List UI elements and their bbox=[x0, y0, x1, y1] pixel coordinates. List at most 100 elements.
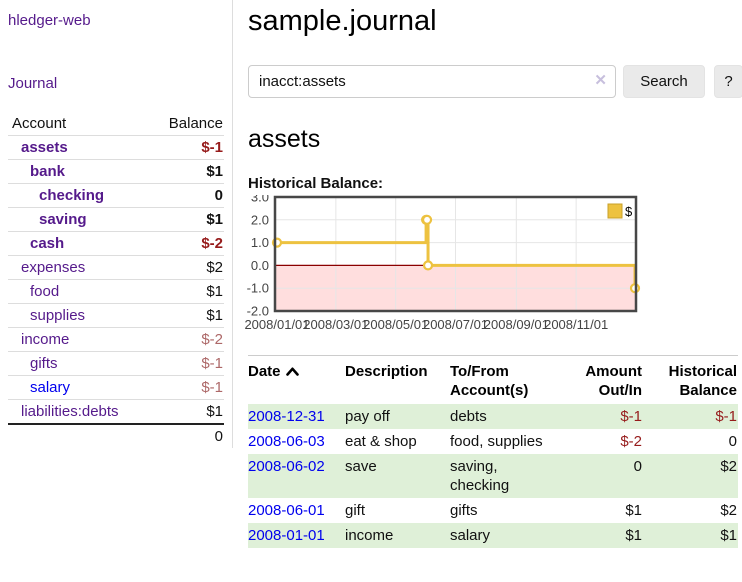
data-point bbox=[421, 214, 433, 225]
account-title: assets bbox=[248, 125, 321, 153]
accounts-col-account: Account bbox=[12, 115, 67, 132]
account-link-food[interactable]: food bbox=[30, 283, 60, 300]
transaction-balance: $1 bbox=[720, 527, 737, 544]
transaction-amount: $1 bbox=[625, 502, 642, 519]
transaction-date-cell: 2008-06-01 bbox=[248, 498, 345, 523]
y-tick-label: -2.0 bbox=[247, 304, 269, 319]
account-row: liabilities:debts $1 bbox=[8, 399, 224, 425]
account-row: cash $-2 bbox=[8, 231, 224, 256]
transaction-accounts: debts bbox=[450, 408, 487, 425]
sidebar: hledger-web Journal Account Balance asse… bbox=[0, 0, 233, 448]
transaction-date-link[interactable]: 2008-06-01 bbox=[248, 502, 325, 519]
transaction-accounts: gifts bbox=[450, 502, 478, 519]
account-row: gifts $-1 bbox=[8, 351, 224, 376]
main-content: sample.journal ✕ Search ? assets Histori… bbox=[233, 0, 742, 548]
account-row: checking 0 bbox=[8, 183, 224, 208]
register-col-amount: Amount Out/In bbox=[585, 363, 642, 399]
register-row: 2008-12-31 pay off debts $-1 $-1 bbox=[248, 404, 738, 429]
transaction-date-link[interactable]: 2008-01-01 bbox=[248, 527, 325, 544]
transaction-accounts: food, supplies bbox=[450, 433, 543, 450]
transaction-description: gift bbox=[345, 502, 366, 519]
y-tick-label: 0.0 bbox=[251, 258, 269, 273]
y-tick-label: 1.0 bbox=[251, 235, 269, 250]
transaction-amount: $-1 bbox=[620, 408, 642, 425]
account-row: assets $-1 bbox=[8, 135, 224, 160]
account-link-liabilities-debts[interactable]: liabilities:debts bbox=[21, 403, 119, 420]
account-link-assets[interactable]: assets bbox=[21, 139, 68, 156]
transaction-amount: $1 bbox=[625, 527, 642, 544]
account-link-income[interactable]: income bbox=[21, 331, 70, 348]
account-row: saving $1 bbox=[8, 207, 224, 232]
account-link-gifts[interactable]: gifts bbox=[30, 355, 58, 372]
account-row: food $1 bbox=[8, 279, 224, 304]
x-tick-label: 2008/09/01 bbox=[484, 317, 549, 332]
sort-ascending-icon bbox=[285, 367, 299, 376]
transaction-date-link[interactable]: 2008-06-03 bbox=[248, 433, 325, 450]
account-balance: $1 bbox=[206, 163, 223, 180]
search-field-wrap: ✕ bbox=[248, 65, 616, 98]
account-row: supplies $1 bbox=[8, 303, 224, 328]
transaction-description: income bbox=[345, 527, 394, 544]
help-button[interactable]: ? bbox=[714, 65, 742, 98]
account-balance: $-1 bbox=[201, 355, 223, 372]
account-balance: $-1 bbox=[201, 139, 223, 156]
account-link-supplies[interactable]: supplies bbox=[30, 307, 86, 324]
transaction-date-cell: 2008-12-31 bbox=[248, 404, 345, 429]
x-tick-label: 2008/05/01 bbox=[363, 317, 428, 332]
account-link-salary[interactable]: salary bbox=[30, 379, 71, 396]
data-point bbox=[422, 260, 434, 271]
account-balance: $-1 bbox=[201, 379, 223, 396]
account-link-expenses[interactable]: expenses bbox=[21, 259, 86, 276]
x-tick-label: 2008/11/01 bbox=[544, 317, 608, 332]
transaction-amount: 0 bbox=[633, 458, 642, 475]
transaction-description: pay off bbox=[345, 408, 390, 425]
register-table: Date Description To/From Account(s) Amou… bbox=[248, 355, 738, 548]
account-link-saving[interactable]: saving bbox=[39, 211, 87, 228]
account-balance: $-2 bbox=[201, 331, 223, 348]
transaction-amount: $-2 bbox=[620, 433, 642, 450]
transaction-accounts: salary bbox=[450, 527, 491, 544]
search-button[interactable]: Search bbox=[623, 65, 705, 98]
sidebar-item-journal[interactable]: Journal bbox=[8, 75, 58, 92]
account-link-cash[interactable]: cash bbox=[30, 235, 65, 252]
account-row: income $-2 bbox=[8, 327, 224, 352]
brand-link[interactable]: hledger-web bbox=[8, 12, 91, 29]
y-tick-label: 3.0 bbox=[251, 195, 269, 205]
x-tick-label: 2008/03/01 bbox=[303, 317, 368, 332]
register-col-date[interactable]: Date bbox=[248, 356, 345, 405]
page-title: sample.journal bbox=[248, 5, 437, 37]
transaction-description: eat & shop bbox=[345, 433, 417, 450]
y-tick-label: -1.0 bbox=[247, 281, 269, 296]
search-input[interactable] bbox=[248, 65, 616, 98]
account-balance: $1 bbox=[206, 307, 223, 324]
transaction-balance: $-1 bbox=[715, 408, 737, 425]
register-row: 2008-06-02 save saving, checking 0 $2 bbox=[248, 454, 738, 498]
account-row: salary $-1 bbox=[8, 375, 224, 400]
account-balance: $1 bbox=[206, 211, 223, 228]
account-balance: $-2 bbox=[201, 235, 223, 252]
x-tick-label: 2008/01/01 bbox=[244, 317, 309, 332]
register-row: 2008-06-01 gift gifts $1 $2 bbox=[248, 498, 738, 523]
transaction-date-cell: 2008-01-01 bbox=[248, 523, 345, 548]
account-balance: $2 bbox=[206, 259, 223, 276]
accounts-header-row: Account Balance bbox=[8, 112, 224, 136]
accounts-col-balance: Balance bbox=[168, 115, 223, 132]
transaction-date-link[interactable]: 2008-06-02 bbox=[248, 458, 325, 475]
account-balance: $1 bbox=[206, 283, 223, 300]
transaction-accounts: saving, checking bbox=[450, 458, 510, 494]
account-link-bank[interactable]: bank bbox=[30, 163, 66, 180]
register-col-description: Description bbox=[345, 363, 428, 380]
register-col-balance: Historical Balance bbox=[668, 363, 737, 399]
transaction-date-link[interactable]: 2008-12-31 bbox=[248, 408, 325, 425]
account-balance: $1 bbox=[206, 403, 223, 420]
transaction-balance: $2 bbox=[720, 458, 737, 475]
chart-svg[interactable]: $3.0 2.0 1.0 0.0 -1.0 -2.02008/01/012008/03/0… bbox=[241, 195, 641, 337]
plot-border bbox=[273, 195, 638, 313]
accounts-table: Account Balance assets $-1 bank $1 checking 0… bbox=[8, 112, 224, 448]
legend-label: $ bbox=[625, 204, 633, 219]
historical-balance-chart[interactable]: $3.0 2.0 1.0 0.0 -1.0 -2.0 2008/01/01 2008/03/0… bbox=[244, 195, 742, 337]
transaction-balance: $2 bbox=[720, 502, 737, 519]
account-link-checking[interactable]: checking bbox=[39, 187, 105, 204]
account-balance: 0 bbox=[214, 187, 223, 204]
clear-search-icon[interactable]: ✕ bbox=[594, 72, 607, 89]
